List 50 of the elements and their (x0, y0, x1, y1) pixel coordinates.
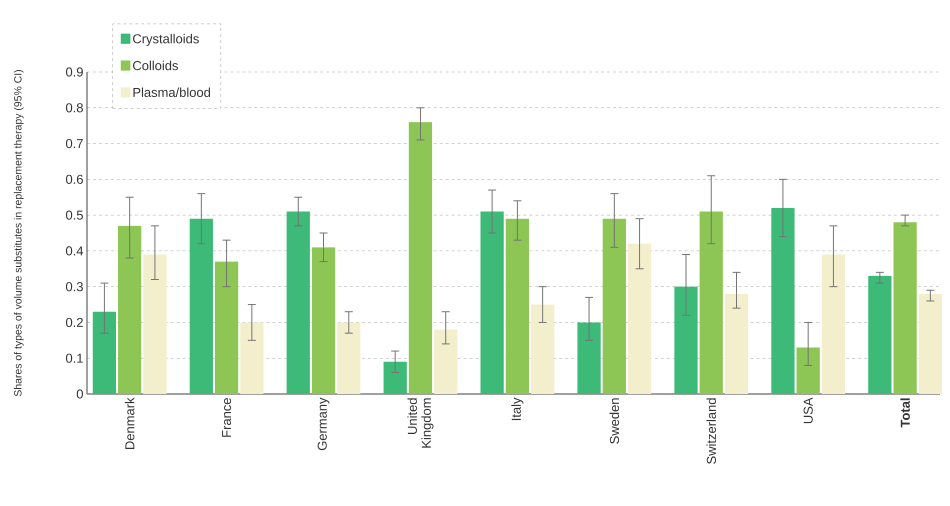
legend-label: Colloids (133, 60, 178, 70)
y-tick-label: 0.4 (66, 246, 84, 256)
x-tick-label: France (222, 398, 232, 437)
bar (434, 330, 458, 394)
bar (868, 276, 892, 394)
bar (240, 322, 264, 394)
bar (92, 312, 116, 394)
bar (384, 362, 407, 394)
bar (602, 218, 626, 394)
bar (190, 218, 213, 394)
bar (118, 226, 142, 394)
y-tick-label: 0.3 (66, 282, 83, 292)
bar (628, 244, 652, 394)
x-tick-label: Italy (511, 398, 524, 420)
bar (577, 322, 601, 394)
bar (893, 222, 917, 394)
y-tick-label: 0.9 (66, 67, 83, 77)
bar (724, 294, 748, 394)
legend-label: Plasma/blood (133, 87, 210, 98)
y-tick-label: 0.6 (66, 174, 83, 184)
x-tick-label: USA (804, 398, 813, 424)
x-tick-label: Germany (318, 398, 330, 450)
bar (506, 218, 530, 394)
x-tick-label: United Kingdom (407, 398, 434, 448)
y-tick-label: 0.5 (66, 210, 83, 220)
legend-label: Crystalloids (133, 34, 199, 46)
x-tick-label: Switzerland (706, 398, 716, 464)
bar (674, 286, 698, 394)
y-tick-label: 0.2 (66, 318, 83, 328)
y-tick-label: 0.8 (66, 103, 83, 112)
bar (408, 122, 432, 394)
bar (918, 294, 942, 394)
bar (480, 212, 504, 394)
bar (771, 208, 795, 394)
bar (337, 322, 360, 394)
bar (214, 262, 238, 394)
x-tick-label: Total (900, 398, 910, 428)
bar (531, 304, 554, 394)
bar (796, 347, 820, 394)
bar (700, 212, 723, 394)
y-tick-label: 0.7 (66, 138, 83, 148)
bar (286, 212, 310, 394)
y-axis-title: Shares of types of volume substitutes in replacement therapy (95% CI) (14, 70, 24, 396)
x-tick-label: Sweden (610, 398, 620, 444)
x-tick-label: Denmark (124, 398, 134, 449)
bar (312, 247, 336, 394)
bar (822, 254, 846, 394)
bar (143, 254, 167, 394)
y-tick-label: 0.1 (66, 354, 83, 363)
y-tick-label: 0 (76, 389, 83, 399)
